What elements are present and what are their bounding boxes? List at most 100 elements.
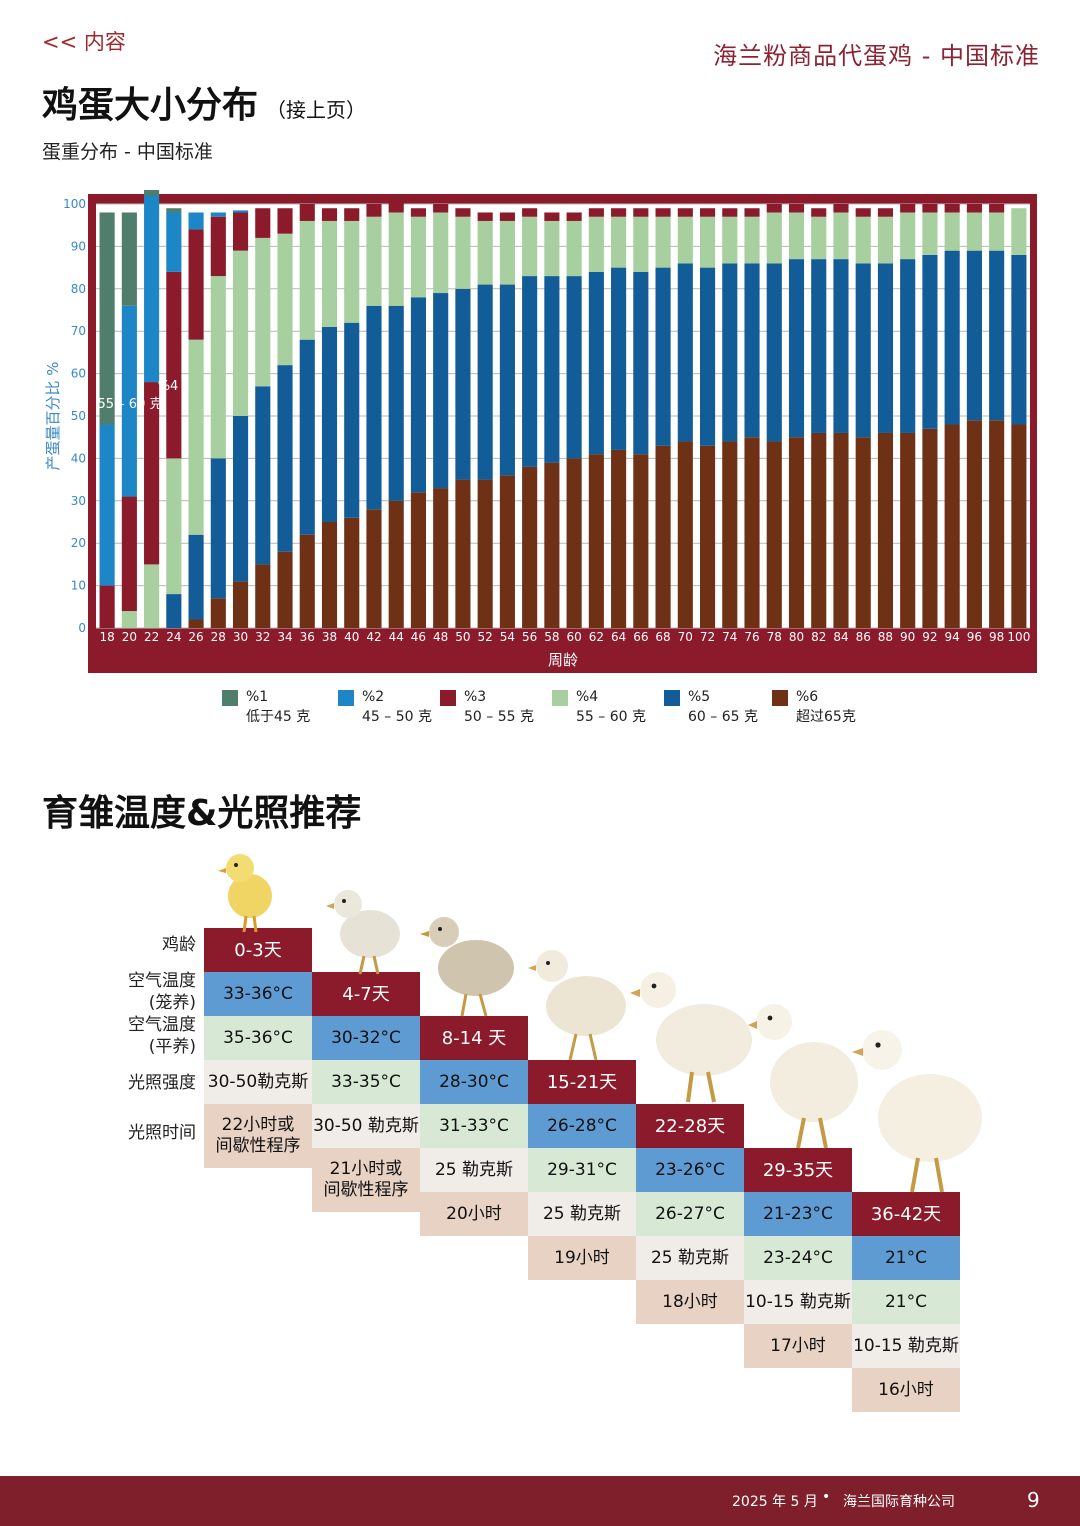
x-tick-label: 56 bbox=[522, 630, 537, 644]
bar-segment bbox=[544, 462, 560, 628]
legend-swatch bbox=[222, 690, 238, 706]
x-tick-label: 90 bbox=[900, 630, 915, 644]
x-tick-label: 42 bbox=[366, 630, 381, 644]
footer-company: 海兰国际育种公司 bbox=[843, 1494, 955, 1510]
bar-segment bbox=[477, 284, 493, 480]
y-tick-label: 30 bbox=[71, 494, 86, 508]
legend-label: %1 bbox=[246, 689, 269, 705]
bar-segment bbox=[811, 432, 827, 628]
bar-segment bbox=[255, 237, 271, 387]
bar-segment bbox=[611, 449, 627, 628]
egg-size-chart: 0 10 20 30 40 50 60 70 80 90 100 产蛋量百分比 % 18 20 22 24 26… bbox=[44, 190, 1037, 673]
x-tick-label: 52 bbox=[478, 630, 493, 644]
chick-illustration-1 bbox=[218, 854, 272, 933]
legend-label: %2 bbox=[362, 689, 385, 705]
age-cell: 15-21天 bbox=[528, 1060, 636, 1104]
bar-segment bbox=[989, 250, 1005, 421]
bar-segment bbox=[499, 212, 515, 221]
bar-segment bbox=[811, 259, 827, 433]
bar-segment bbox=[344, 322, 360, 518]
bar-segment bbox=[788, 204, 805, 213]
bar-segment bbox=[877, 263, 894, 433]
legend-range: 45 – 50 克 bbox=[362, 709, 432, 725]
row-label-line: (笼养) bbox=[148, 993, 196, 1013]
x-tick-label: 98 bbox=[989, 630, 1004, 644]
bar-segment bbox=[366, 204, 382, 217]
x-tick-label: 48 bbox=[433, 630, 448, 644]
bar-segment bbox=[522, 276, 538, 467]
bar-segment bbox=[566, 458, 582, 628]
legend-range: 60 – 65 克 bbox=[688, 709, 758, 725]
bar-segment bbox=[299, 220, 315, 340]
bar-segment bbox=[232, 250, 249, 416]
bar-segment bbox=[633, 208, 649, 217]
y-axis-label: 产蛋量百分比 % bbox=[44, 361, 62, 470]
bar-segment bbox=[433, 293, 449, 489]
chart-legend: %1 低于45 克 %2 45 – 50 克 %3 50 – 55 克 %4 55 – 60 … bbox=[222, 688, 922, 736]
legend-range: 55 – 60 克 bbox=[576, 709, 646, 725]
cage-temp-cell: 23-26°C bbox=[636, 1148, 744, 1192]
bar-segment bbox=[966, 212, 982, 251]
bar-segment bbox=[477, 212, 493, 221]
age-cell: 29-35天 bbox=[744, 1148, 852, 1192]
legend-range: 超过65克 bbox=[796, 709, 856, 725]
bar-segment bbox=[877, 208, 894, 217]
bar-segment bbox=[388, 199, 404, 213]
bar-segment bbox=[210, 212, 226, 217]
bar-segment bbox=[722, 441, 738, 628]
row-label: 光照强度 bbox=[100, 1072, 196, 1094]
bar-segment bbox=[210, 216, 226, 277]
bar-segment bbox=[410, 208, 427, 217]
bar-segment bbox=[366, 509, 382, 628]
row-label-line: 空气温度 bbox=[128, 1015, 196, 1035]
light-intensity-cell: 30-50 勒克斯 bbox=[312, 1104, 420, 1148]
bar-segment bbox=[1011, 424, 1027, 628]
x-tick-label: 32 bbox=[255, 630, 270, 644]
bar-segment bbox=[633, 216, 649, 272]
bar-segment bbox=[210, 458, 226, 599]
toc-link[interactable]: << 内容 bbox=[42, 30, 126, 54]
bar-segment bbox=[588, 271, 604, 455]
bar-segment bbox=[121, 496, 137, 612]
bar-segment bbox=[366, 216, 382, 306]
x-tick-label: 38 bbox=[322, 630, 337, 644]
legend-label: %6 bbox=[796, 689, 819, 705]
bar-segment bbox=[410, 216, 427, 298]
page-title-note: （接上页） bbox=[266, 98, 367, 122]
bar-segment bbox=[255, 386, 271, 565]
cage-temp-cell: 26-28°C bbox=[528, 1104, 636, 1148]
x-tick-label: 86 bbox=[856, 630, 871, 644]
y-tick-label: 80 bbox=[71, 282, 86, 296]
bar-segment bbox=[299, 204, 315, 221]
bar-segment bbox=[788, 212, 805, 260]
x-tick-label: 18 bbox=[99, 630, 114, 644]
x-tick-label: 92 bbox=[922, 630, 937, 644]
bar-segment bbox=[699, 208, 716, 217]
y-tick-label: 20 bbox=[71, 536, 86, 550]
bar-segment bbox=[877, 216, 894, 264]
cage-temp-cell: 21-23°C bbox=[744, 1192, 852, 1236]
bar-segment bbox=[766, 204, 782, 213]
bar-segment bbox=[633, 271, 649, 455]
bar-segment bbox=[989, 420, 1005, 628]
bar-segment bbox=[255, 208, 271, 238]
x-tick-label: 82 bbox=[811, 630, 826, 644]
bar-segment bbox=[922, 254, 938, 429]
light-intensity-cell: 30-50勒克斯 bbox=[204, 1060, 312, 1104]
bar-segment bbox=[388, 212, 404, 306]
bar-segment bbox=[1011, 208, 1027, 255]
chick-illustration-7 bbox=[852, 1030, 982, 1193]
row-label: 空气温度 (笼养) bbox=[100, 970, 196, 1014]
cage-temp-cell: 33-36°C bbox=[204, 972, 312, 1016]
bar-segment bbox=[166, 208, 182, 213]
page-number: 9 bbox=[1027, 1488, 1040, 1512]
x-tick-label: 76 bbox=[744, 630, 759, 644]
chick-illustration-3 bbox=[420, 917, 514, 1017]
bar-segment bbox=[321, 522, 338, 628]
legend-label: %5 bbox=[688, 689, 711, 705]
bar-segment bbox=[144, 195, 160, 383]
bar-segment bbox=[722, 263, 738, 442]
bar-segment bbox=[433, 488, 449, 628]
x-axis-label: 周龄 bbox=[548, 651, 578, 669]
floor-temp-cell: 23-24°C bbox=[744, 1236, 852, 1280]
